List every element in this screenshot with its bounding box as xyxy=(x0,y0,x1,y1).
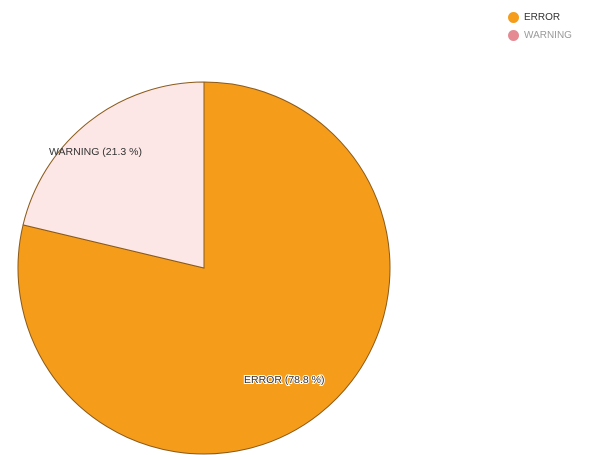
pie-slice-error[interactable] xyxy=(17,81,391,455)
legend-marker-warning xyxy=(508,29,519,41)
legend-item-error[interactable]: ERROR xyxy=(508,8,572,26)
legend-item-warning[interactable]: WARNING xyxy=(508,26,572,44)
pie-label-warning: WARNING (21.3 %) xyxy=(49,146,142,158)
pie-labels: ERROR (78.8 %) WARNING (21.3 %) xyxy=(49,146,326,387)
legend-label-error: ERROR xyxy=(524,11,561,23)
pie-slices xyxy=(17,81,391,455)
legend-label-warning: WARNING xyxy=(524,29,572,41)
chart-legend: ERROR WARNING xyxy=(508,8,572,44)
pie-label-error: ERROR (78.8 %) xyxy=(244,374,325,386)
legend-marker-error xyxy=(508,11,519,23)
pie-slice-warning[interactable] xyxy=(22,81,205,269)
